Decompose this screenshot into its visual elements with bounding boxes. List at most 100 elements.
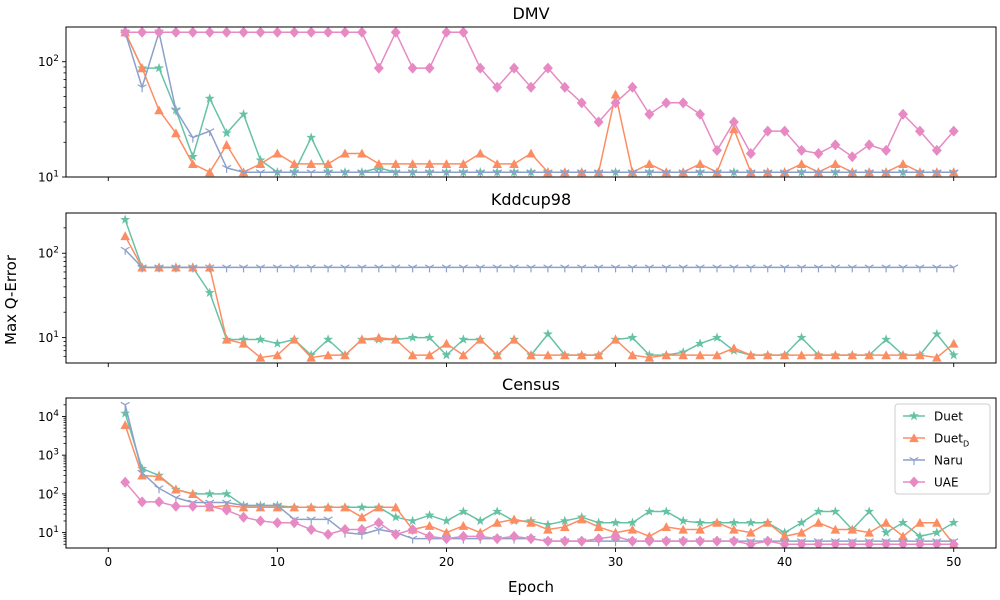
- data-point: [323, 350, 333, 360]
- data-point: [492, 264, 502, 273]
- data-point: [120, 476, 131, 488]
- data-point: [898, 159, 908, 168]
- data-point: [272, 27, 283, 38]
- data-point: [170, 500, 181, 512]
- data-point: [881, 517, 891, 527]
- data-point: [390, 511, 401, 522]
- data-point: [915, 350, 925, 360]
- data-point: [441, 527, 452, 537]
- data-point: [847, 264, 857, 273]
- data-point: [864, 139, 875, 151]
- data-point: [881, 334, 892, 344]
- data-point: [695, 108, 706, 120]
- data-point: [627, 264, 638, 273]
- legend-item-duetd: DuetD: [903, 432, 969, 449]
- data-point: [340, 148, 350, 158]
- panel-kddcup98: Kddcup98 101 102: [38, 190, 997, 367]
- data-point: [390, 159, 401, 168]
- series-line: [124, 424, 955, 545]
- data-point: [746, 527, 756, 537]
- data-point: [407, 159, 418, 168]
- data-point: [610, 530, 621, 542]
- data-point: [424, 350, 435, 360]
- data-point: [763, 264, 773, 273]
- data-point: [187, 27, 198, 38]
- data-point: [424, 510, 435, 520]
- series-line: [124, 481, 954, 545]
- data-point: [948, 349, 959, 360]
- data-point: [779, 169, 790, 177]
- data-point: [340, 350, 350, 360]
- data-point: [779, 264, 790, 273]
- data-point: [948, 517, 959, 527]
- y-tick-label: 101: [38, 330, 59, 345]
- data-point: [306, 169, 316, 177]
- plot-area: [120, 27, 959, 177]
- data-point: [120, 231, 130, 241]
- legend-marker: [909, 456, 919, 465]
- data-point: [509, 264, 519, 273]
- data-point: [914, 125, 925, 137]
- data-point: [238, 264, 249, 273]
- y-axis-label: Max Q-Error: [2, 254, 20, 345]
- data-point: [323, 334, 334, 344]
- data-point: [898, 169, 908, 177]
- data-point: [576, 350, 587, 360]
- data-point: [424, 169, 435, 177]
- data-point: [356, 27, 367, 38]
- data-point: [154, 485, 164, 494]
- series-duet: [120, 214, 959, 360]
- series-line: [124, 31, 954, 173]
- data-point: [272, 264, 283, 273]
- data-point: [475, 148, 486, 158]
- data-point: [881, 538, 892, 548]
- data-point: [526, 81, 536, 93]
- data-point: [340, 27, 350, 38]
- data-point: [475, 515, 486, 526]
- data-point: [526, 169, 536, 177]
- series-line: [124, 235, 955, 359]
- data-point: [475, 169, 485, 177]
- data-point: [712, 264, 722, 273]
- data-point: [593, 264, 604, 273]
- data-point: [695, 159, 705, 168]
- data-point: [712, 144, 722, 156]
- data-point: [357, 169, 367, 177]
- data-point: [627, 81, 638, 93]
- data-point: [255, 502, 266, 511]
- data-point: [306, 264, 316, 273]
- data-point: [255, 169, 266, 177]
- data-point: [949, 169, 959, 177]
- data-point: [847, 350, 858, 360]
- data-point: [542, 328, 553, 339]
- data-point: [949, 264, 959, 273]
- data-point: [255, 334, 266, 344]
- data-point: [881, 169, 891, 177]
- data-point: [154, 471, 164, 481]
- data-point: [627, 524, 638, 534]
- data-point: [644, 506, 655, 516]
- data-point: [205, 264, 215, 273]
- data-point: [644, 169, 655, 177]
- data-point: [407, 264, 418, 273]
- data-point: [526, 264, 536, 273]
- data-point: [306, 132, 317, 142]
- data-point: [272, 338, 283, 348]
- data-point: [559, 81, 570, 93]
- data-point: [729, 524, 739, 534]
- data-point: [577, 264, 587, 273]
- data-point: [593, 350, 604, 360]
- data-point: [627, 350, 638, 360]
- data-point: [661, 264, 671, 273]
- data-point: [458, 350, 469, 360]
- series-naru: [120, 246, 959, 273]
- data-point: [120, 420, 130, 430]
- data-point: [509, 159, 519, 168]
- series-line: [124, 31, 954, 173]
- data-point: [441, 169, 452, 177]
- data-point: [492, 517, 502, 527]
- data-point: [576, 535, 587, 547]
- data-point: [543, 264, 553, 273]
- data-point: [475, 334, 486, 344]
- data-point: [357, 334, 367, 344]
